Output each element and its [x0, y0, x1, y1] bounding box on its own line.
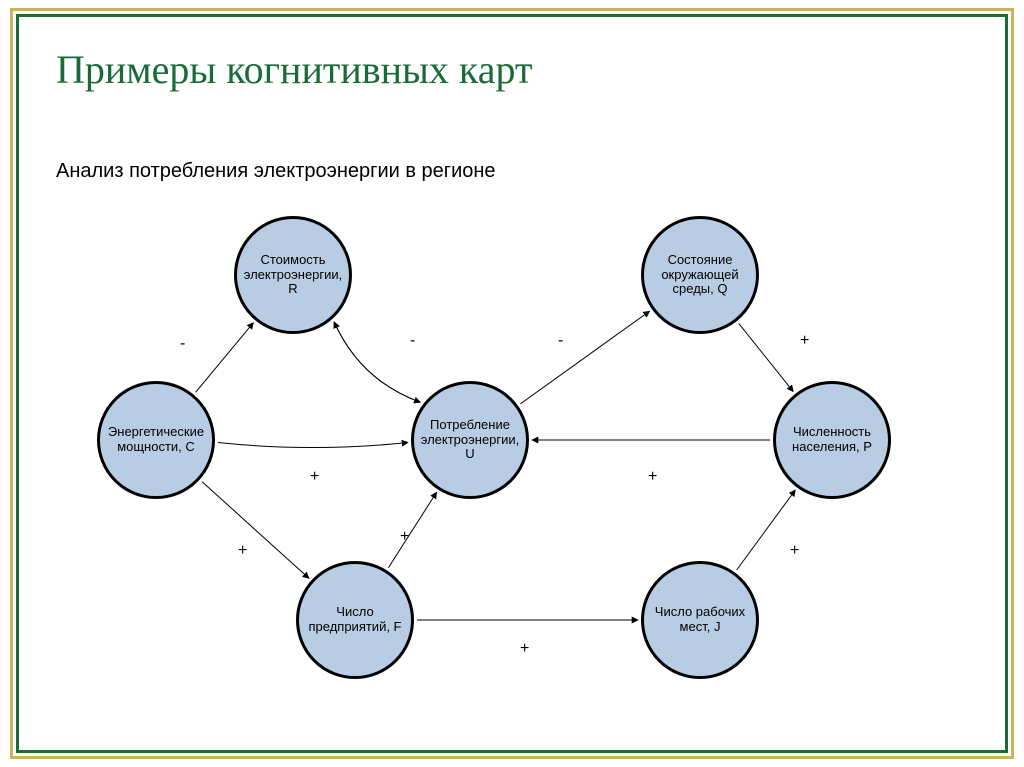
edge-label-J-P: +: [790, 542, 799, 560]
edge-label-U-R: -: [410, 332, 415, 350]
edge-label-C-U: +: [310, 468, 319, 486]
slide-title: Примеры когнитивных карт: [56, 46, 532, 93]
node-Q: Состояние окружающей среды, Q: [641, 216, 759, 334]
slide-subtitle: Анализ потребления электроэнергии в реги…: [56, 160, 496, 183]
edge-label-P-U: +: [648, 468, 657, 486]
node-F: Число предприятий, F: [296, 561, 414, 679]
edge-label-Q-P: +: [800, 332, 809, 350]
edge-label-F-U: +: [400, 528, 409, 546]
edge-label-C-F: +: [238, 542, 247, 560]
edge-label-C-R: -: [180, 335, 185, 353]
node-J: Число рабочих мест, J: [641, 561, 759, 679]
node-U: Потребление электроэнергии, U: [411, 381, 529, 499]
node-C: Энергетические мощности, C: [97, 381, 215, 499]
edge-label-U-Q: -: [558, 332, 563, 350]
edge-label-F-J: +: [520, 640, 529, 658]
node-P: Численность населения, P: [773, 381, 891, 499]
node-R: Стоимость электроэнергии, R: [234, 216, 352, 334]
